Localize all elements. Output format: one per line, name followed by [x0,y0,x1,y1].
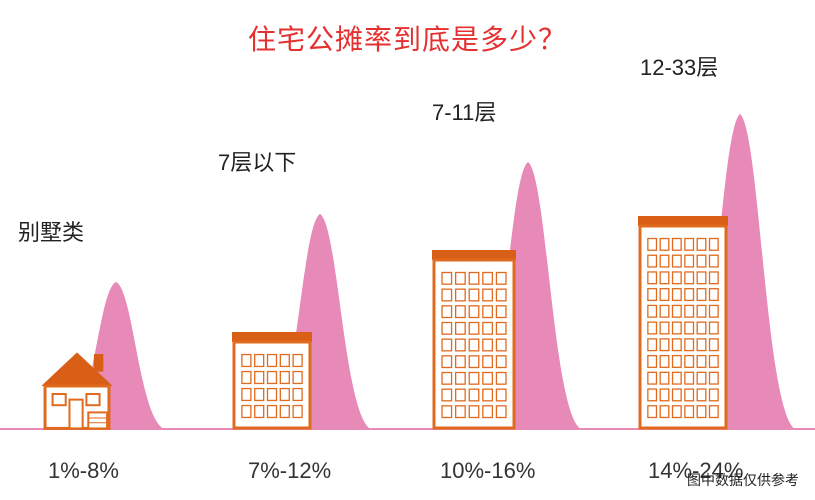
category-label: 7-11层 [432,95,496,127]
percent-label: 7%-12% [248,458,331,484]
footnote: 图中数据仅供参考 [687,470,799,490]
category-label: 12-33层 [640,50,718,82]
percent-label: 1%-8% [48,458,119,484]
percent-label: 10%-16% [440,458,535,484]
chart-stage: 别墅类1%-8%7层以下7%-12%7-11层10%-16%12-33层14%-… [0,70,815,430]
building-icon [432,250,516,430]
building-icon [638,216,728,430]
building-icon [30,350,124,430]
building-icon [232,332,312,430]
category-label: 别墅类 [18,215,84,247]
category-label: 7层以下 [218,145,296,177]
